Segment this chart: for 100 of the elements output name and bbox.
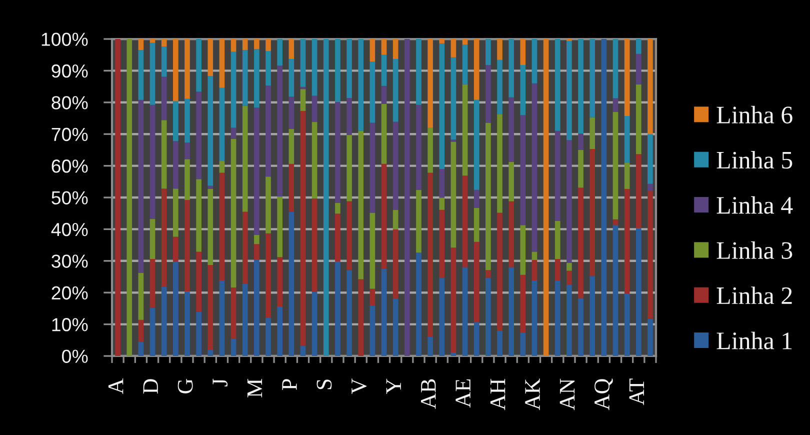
bar xyxy=(636,154,642,228)
bar xyxy=(150,39,156,43)
bar xyxy=(277,196,282,258)
x-tick-label: AK xyxy=(525,378,540,410)
y-tick-label: 90% xyxy=(52,64,88,78)
bar xyxy=(138,50,144,100)
bar xyxy=(497,60,502,114)
bar xyxy=(161,286,167,356)
x-tick-label: AE xyxy=(456,379,470,408)
bar xyxy=(508,39,514,98)
bar xyxy=(624,39,630,116)
bar xyxy=(138,100,144,273)
bar xyxy=(219,161,225,173)
bar xyxy=(486,122,491,270)
x-tick-label: D xyxy=(143,379,158,394)
bar xyxy=(601,39,607,356)
bar xyxy=(612,225,618,356)
bar xyxy=(172,236,178,262)
bar xyxy=(288,164,294,212)
bar xyxy=(323,39,329,356)
bar xyxy=(184,159,190,200)
bar xyxy=(520,64,526,116)
bar xyxy=(439,168,445,198)
bar xyxy=(150,308,156,356)
bar xyxy=(230,39,236,52)
bar xyxy=(208,39,214,76)
bar xyxy=(300,89,306,111)
bar xyxy=(392,58,398,122)
bar xyxy=(381,86,387,104)
bar xyxy=(381,39,387,55)
legend-label: Linha 1 xyxy=(716,332,792,350)
bar xyxy=(474,39,480,100)
bar xyxy=(196,179,202,252)
bar xyxy=(312,198,318,292)
bar xyxy=(230,288,236,339)
x-tick-label: AT xyxy=(629,378,644,406)
x-tick-label: Y xyxy=(386,378,401,394)
legend-label: Linha 3 xyxy=(716,241,792,259)
bar xyxy=(554,130,560,221)
bar xyxy=(219,88,225,162)
bar xyxy=(196,39,202,92)
bar xyxy=(150,219,156,259)
bar xyxy=(462,84,468,176)
bar xyxy=(242,284,248,356)
bar xyxy=(358,39,364,131)
bar xyxy=(566,262,572,271)
bar xyxy=(532,39,538,84)
bar xyxy=(346,270,352,356)
bar xyxy=(277,257,282,307)
bar xyxy=(346,98,352,136)
x-tick-label: G xyxy=(178,378,193,394)
bar xyxy=(230,138,236,288)
bar xyxy=(636,84,642,154)
x-tick-label: AN xyxy=(560,378,575,410)
bar xyxy=(566,284,572,356)
bar xyxy=(520,115,526,226)
bar xyxy=(242,39,248,50)
bar xyxy=(370,212,376,289)
bar xyxy=(288,212,294,356)
bar xyxy=(300,110,306,346)
bar xyxy=(590,39,596,118)
bar xyxy=(508,201,514,268)
y-tick-label: 20% xyxy=(52,286,88,300)
bar xyxy=(590,276,596,356)
bar xyxy=(161,46,167,77)
legend-label: Linha 4 xyxy=(716,196,793,214)
bar xyxy=(288,129,294,164)
bar xyxy=(554,259,560,281)
bar xyxy=(439,210,445,278)
bar xyxy=(566,270,572,285)
bar xyxy=(416,252,422,356)
bar xyxy=(150,104,156,220)
bar xyxy=(277,306,282,356)
bar xyxy=(184,292,190,356)
bar xyxy=(508,267,514,356)
bar xyxy=(554,220,560,259)
bar xyxy=(138,342,144,356)
bar xyxy=(554,280,560,356)
bar xyxy=(648,184,653,191)
bar xyxy=(346,201,352,270)
bar xyxy=(184,98,190,143)
bar xyxy=(335,39,340,102)
bar xyxy=(184,142,190,160)
bar xyxy=(277,39,282,66)
bar xyxy=(636,54,642,84)
bar xyxy=(230,52,236,128)
bar xyxy=(404,39,410,356)
bar xyxy=(358,130,364,280)
bar xyxy=(520,274,526,333)
bar xyxy=(381,104,387,164)
bar xyxy=(172,262,178,356)
bar xyxy=(219,280,225,356)
bar xyxy=(392,210,398,230)
bar xyxy=(335,202,340,214)
bar xyxy=(474,190,480,208)
bar xyxy=(439,43,445,169)
bar xyxy=(450,248,456,353)
bar xyxy=(462,44,468,84)
bar xyxy=(346,135,352,202)
bar xyxy=(566,40,572,140)
